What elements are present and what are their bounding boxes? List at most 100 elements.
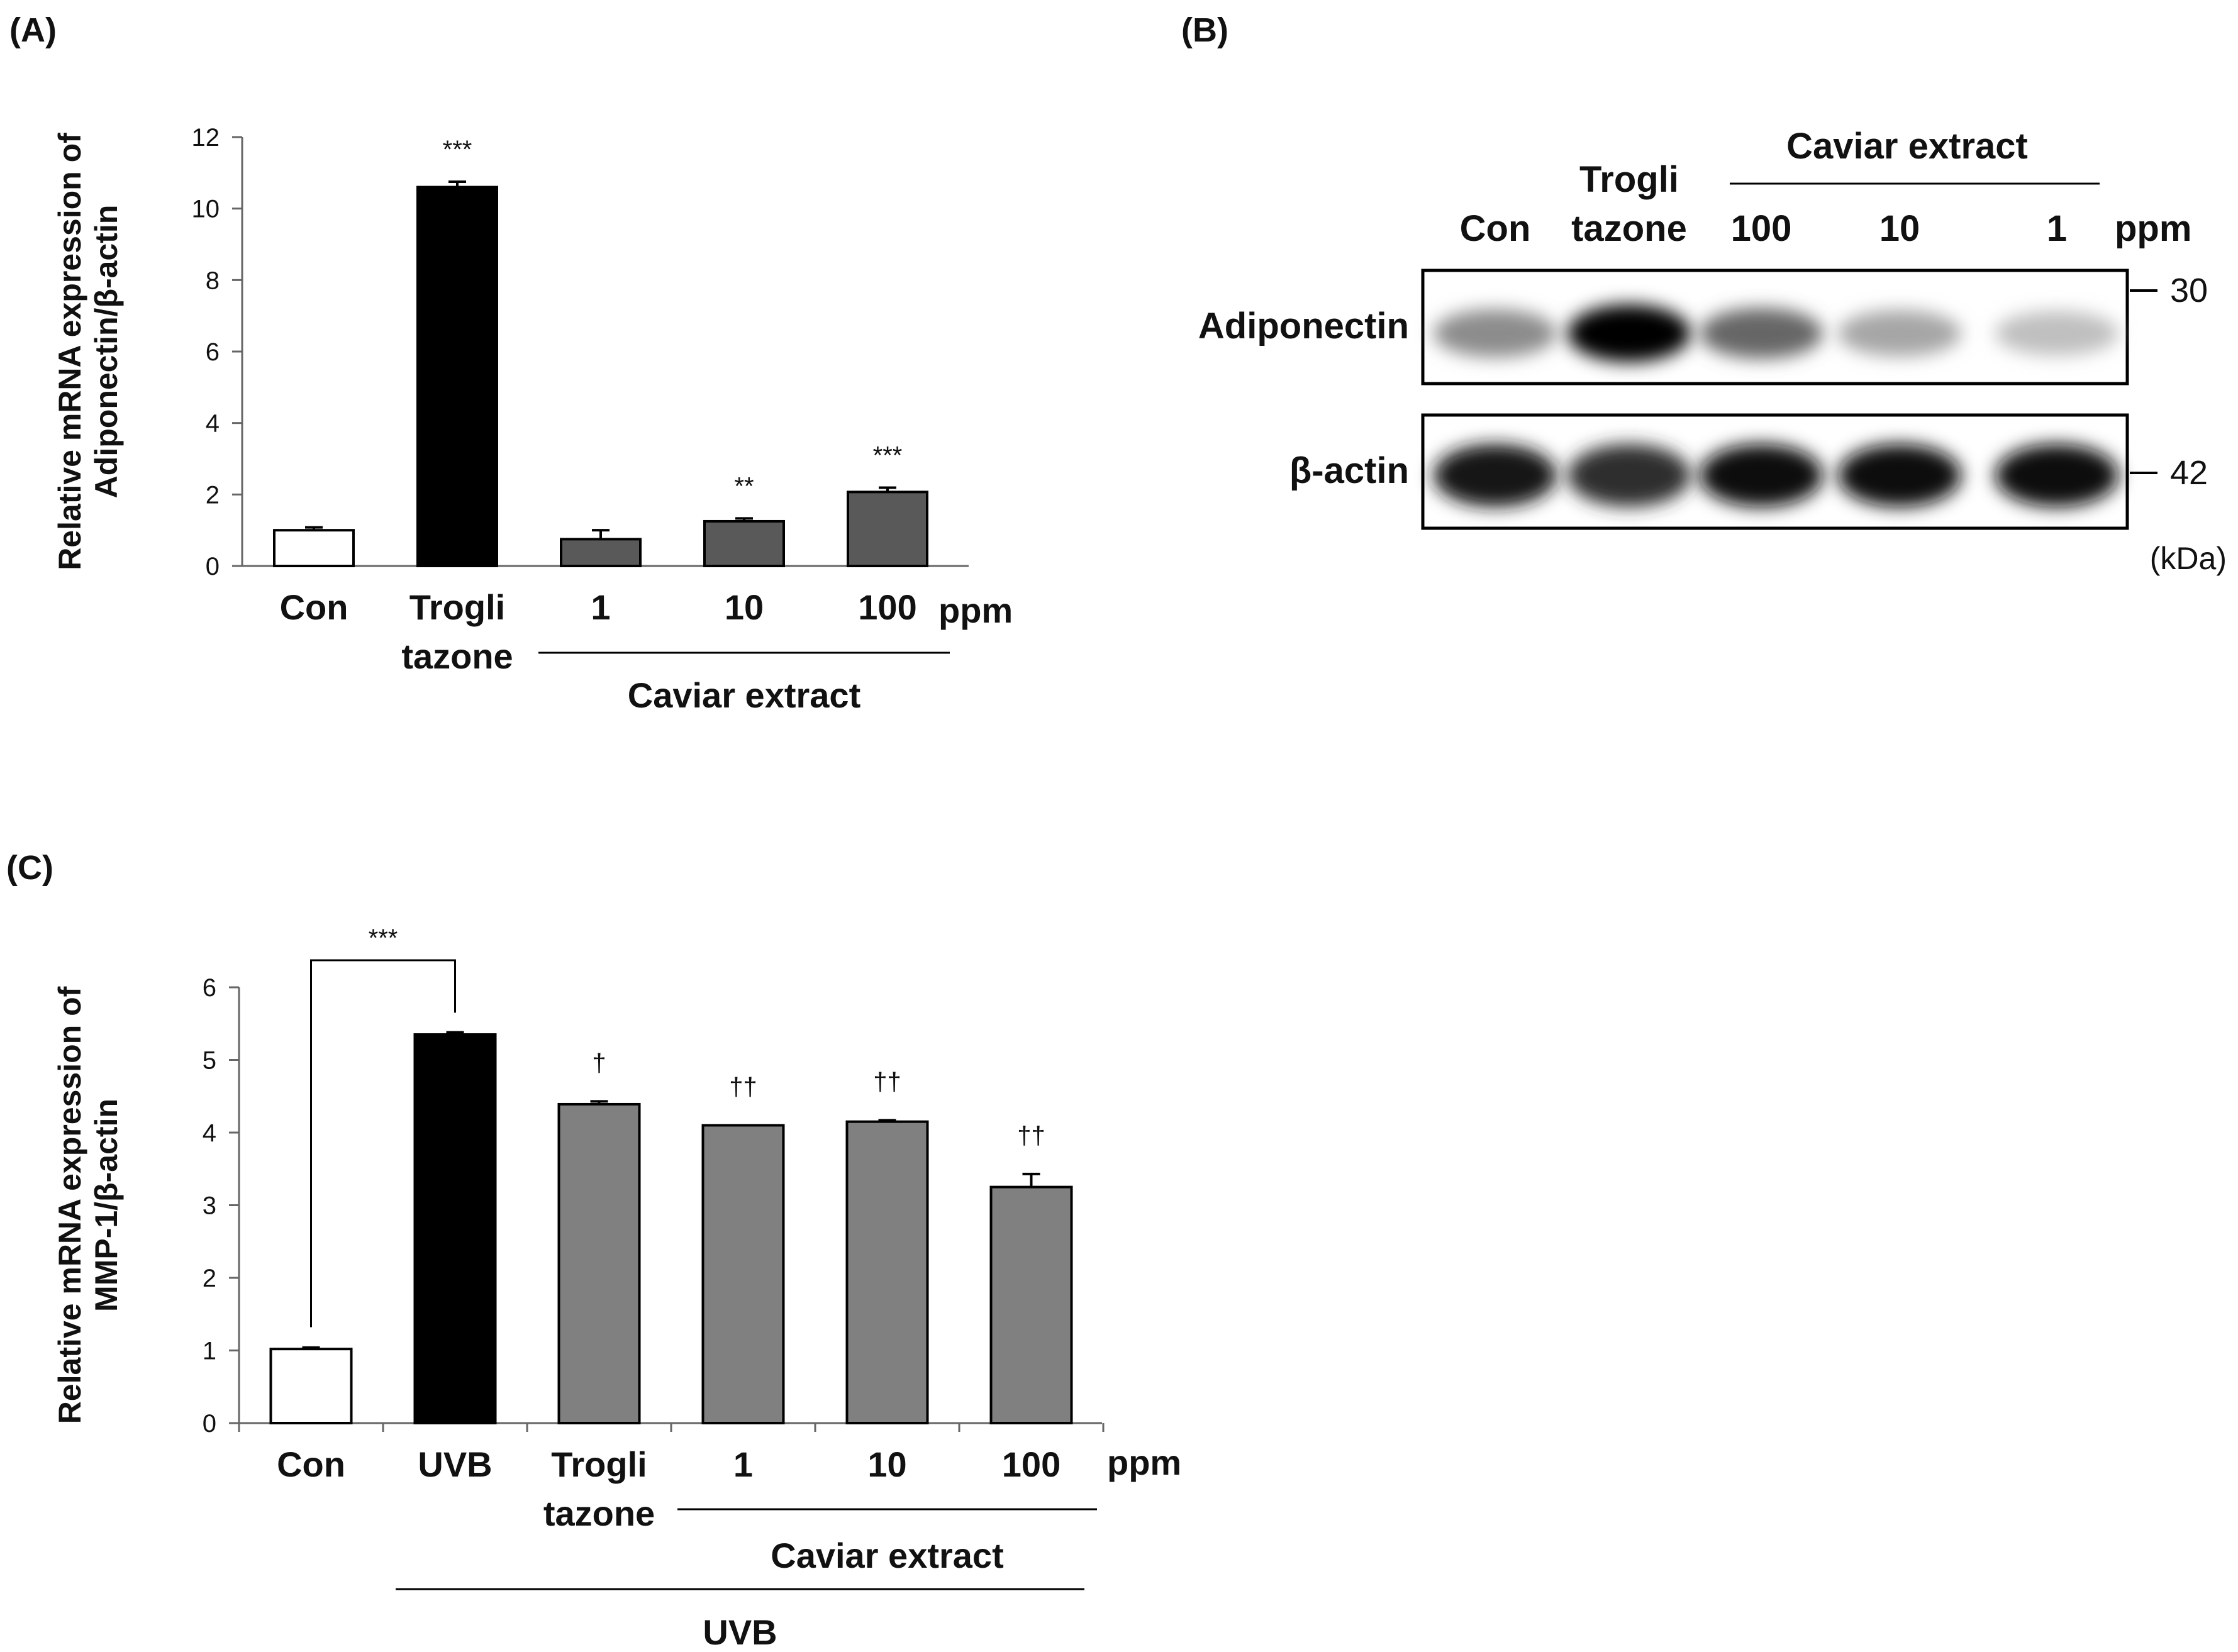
x-tick-label-line: 10 — [725, 587, 764, 627]
x-tick-label-line: 10 — [867, 1444, 906, 1484]
band — [1700, 308, 1823, 359]
band — [1838, 444, 1961, 507]
chart-c: 0 1 2 3 4 5 6 Relative mRNA expression ofMMP-1/… — [52, 924, 1181, 1652]
group-label: Caviar extract — [771, 1536, 1003, 1575]
x-tick-label: Con — [280, 587, 348, 627]
x-tick-label-line: tazone — [401, 636, 513, 676]
x-tick-label: 10 — [725, 587, 764, 627]
x-tick-label-line: 1 — [733, 1444, 753, 1484]
significance-mark: †† — [1017, 1122, 1045, 1150]
band — [1567, 304, 1691, 362]
lane-label: 10 — [1879, 208, 1920, 249]
unit-label: ppm — [938, 590, 1013, 630]
x-tick-label: Trogli tazone — [401, 587, 513, 676]
significance-mark: †† — [729, 1073, 757, 1100]
bar — [557, 1102, 641, 1424]
lane-label: 1 — [2047, 208, 2067, 249]
bar — [847, 491, 928, 567]
band — [1995, 444, 2118, 507]
band — [1995, 311, 2118, 356]
panel-label-a: (A) — [9, 11, 57, 49]
blot-row-label: β-actin — [1289, 450, 1409, 491]
x-tick-label: UVB — [418, 1444, 492, 1484]
significance-mark: †† — [873, 1068, 901, 1095]
significance-mark: *** — [873, 442, 903, 470]
x-tick-label-line: Con — [277, 1444, 345, 1484]
y-tick-label: 1 — [203, 1338, 216, 1365]
y-tick-label: 10 — [192, 196, 220, 223]
y-tick-label: 4 — [206, 410, 220, 438]
bracket-significance-mark: *** — [369, 924, 398, 952]
bar — [701, 1124, 785, 1424]
y-tick-label: 5 — [203, 1047, 216, 1075]
lane-label-line: Trogli — [1579, 159, 1679, 200]
bar — [845, 1120, 929, 1425]
unit-label: ppm — [2115, 208, 2191, 249]
y-tick-label: 4 — [203, 1119, 216, 1147]
x-tick-label-line: 100 — [858, 587, 916, 627]
y-axis-label-line: Relative mRNA expression of — [52, 133, 87, 570]
marker-label: 30 — [2170, 272, 2208, 309]
y-tick-label: 2 — [203, 1265, 216, 1292]
significance-bracket — [310, 959, 456, 1328]
y-tick-label: 3 — [203, 1192, 216, 1220]
y-tick-label: 6 — [203, 974, 216, 1002]
lane-label: Trogli tazone — [1571, 159, 1687, 249]
x-tick-label: Trogli tazone — [543, 1444, 655, 1533]
blot-row-label: Adiponectin — [1198, 306, 1409, 346]
x-tick-label: 10 — [867, 1444, 906, 1484]
x-tick-label: 1 — [733, 1444, 753, 1484]
bar — [269, 1348, 353, 1424]
y-tick-label: 6 — [206, 338, 220, 366]
band — [1700, 444, 1823, 507]
chart-a: 0 2 4 6 8 10 12 Relative mRNA expression ofAdip… — [52, 124, 1013, 715]
western-blot-b: Con Trogli tazone 100 10 1 ppm Caviar extract Ad… — [1198, 126, 2227, 576]
x-tick-label: 1 — [591, 587, 610, 627]
y-tick-label: 12 — [192, 124, 220, 152]
bar — [273, 529, 355, 568]
outer-group-label: UVB — [703, 1612, 777, 1652]
lane-label-line: tazone — [1571, 208, 1687, 249]
y-tick-label: 0 — [206, 553, 220, 580]
y-axis-label: Relative mRNA expression ofAdiponectin/β… — [52, 133, 124, 570]
significance-mark: *** — [443, 136, 472, 164]
y-tick-label: 2 — [206, 481, 220, 509]
bar — [703, 519, 785, 567]
lane-label: 100 — [1731, 208, 1792, 249]
band — [1838, 310, 1961, 357]
bar — [560, 538, 642, 567]
panel-label-c: (C) — [6, 849, 53, 887]
y-axis-label-line: Adiponectin/β-actin — [89, 205, 124, 499]
kda-label: (kDa) — [2150, 541, 2227, 576]
band — [1434, 309, 1557, 358]
panel-label-b: (B) — [1181, 11, 1228, 49]
y-tick-label: 8 — [206, 267, 220, 294]
x-tick-label-line: Trogli — [551, 1444, 647, 1484]
x-tick-label-line: Trogli — [409, 587, 505, 627]
group-label: Caviar extract — [1786, 126, 2028, 167]
x-tick-label: 100 — [858, 587, 916, 627]
group-label: Caviar extract — [628, 675, 860, 715]
unit-label: ppm — [1107, 1443, 1181, 1482]
x-tick-label: 100 — [1002, 1444, 1061, 1484]
x-tick-label-line: 1 — [591, 587, 610, 627]
x-tick-label-line: 100 — [1002, 1444, 1061, 1484]
x-tick-label: Con — [277, 1444, 345, 1484]
bar — [989, 1185, 1073, 1424]
y-axis-label: Relative mRNA expression ofMMP-1/β-actin — [52, 986, 124, 1424]
y-tick-label: 0 — [203, 1410, 216, 1438]
significance-mark: ** — [734, 472, 754, 500]
x-tick-label-line: Con — [280, 587, 348, 627]
significance-mark: † — [592, 1049, 606, 1077]
bar — [416, 186, 498, 568]
x-tick-label-line: tazone — [543, 1494, 655, 1533]
lane-label: Con — [1460, 208, 1531, 249]
bar — [413, 1033, 497, 1424]
band — [1434, 444, 1557, 507]
y-axis-label-line: Relative mRNA expression of — [52, 986, 87, 1424]
band — [1567, 444, 1691, 507]
x-tick-label-line: UVB — [418, 1444, 492, 1484]
y-axis-label-line: MMP-1/β-actin — [89, 1099, 124, 1312]
marker-label: 42 — [2170, 454, 2208, 492]
